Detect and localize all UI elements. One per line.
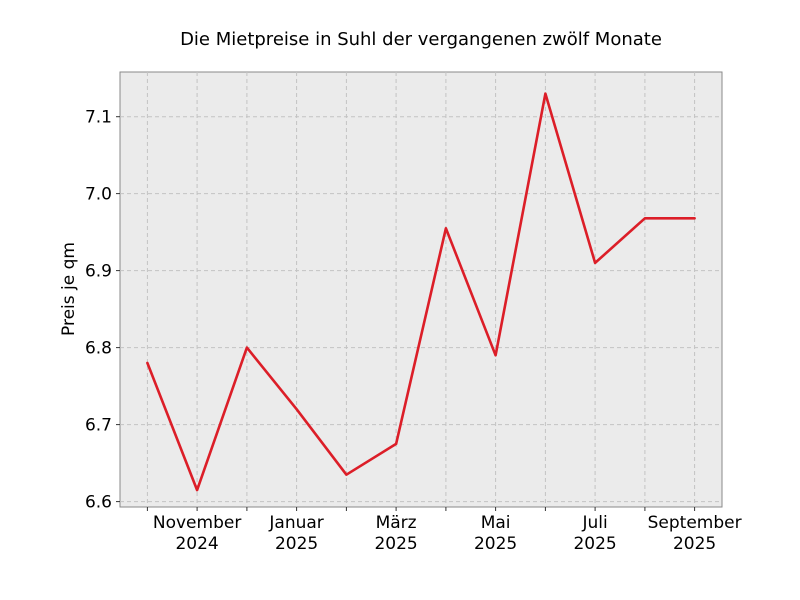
grid-lines <box>120 72 722 507</box>
x-tick-label: 2025 <box>374 534 417 554</box>
y-tick-label: 7.0 <box>85 185 112 205</box>
x-tick-label: 2025 <box>474 534 517 554</box>
x-tick-label: Mai <box>481 513 511 533</box>
y-axis-label: Preis je qm <box>59 242 79 336</box>
y-tick-label: 6.6 <box>85 493 112 513</box>
x-tick-label: November <box>153 513 241 533</box>
chart-title: Die Mietpreise in Suhl der vergangenen z… <box>180 29 662 50</box>
x-tick-label: 2025 <box>673 534 716 554</box>
x-tick-label: März <box>376 513 417 533</box>
y-tick-label: 6.8 <box>85 339 112 359</box>
y-tick-label: 6.9 <box>85 262 112 282</box>
x-tick-label: Juli <box>581 513 607 533</box>
y-tick-label: 7.1 <box>85 108 112 128</box>
y-tick-labels: 6.6 6.7 6.8 6.9 7.0 7.1 <box>85 108 112 513</box>
axis-ticks <box>116 116 696 511</box>
x-tick-label: 2025 <box>573 534 616 554</box>
plot-area <box>119 71 723 508</box>
x-tick-label: 2024 <box>175 534 218 554</box>
y-tick-label: 6.7 <box>85 416 112 436</box>
x-tick-label: 2025 <box>275 534 318 554</box>
x-tick-label: September <box>648 513 742 533</box>
price-series-line <box>146 92 696 492</box>
x-tick-label: Januar <box>268 513 323 533</box>
x-tick-labels: November2024Januar2025März2025Mai2025Jul… <box>153 513 742 554</box>
